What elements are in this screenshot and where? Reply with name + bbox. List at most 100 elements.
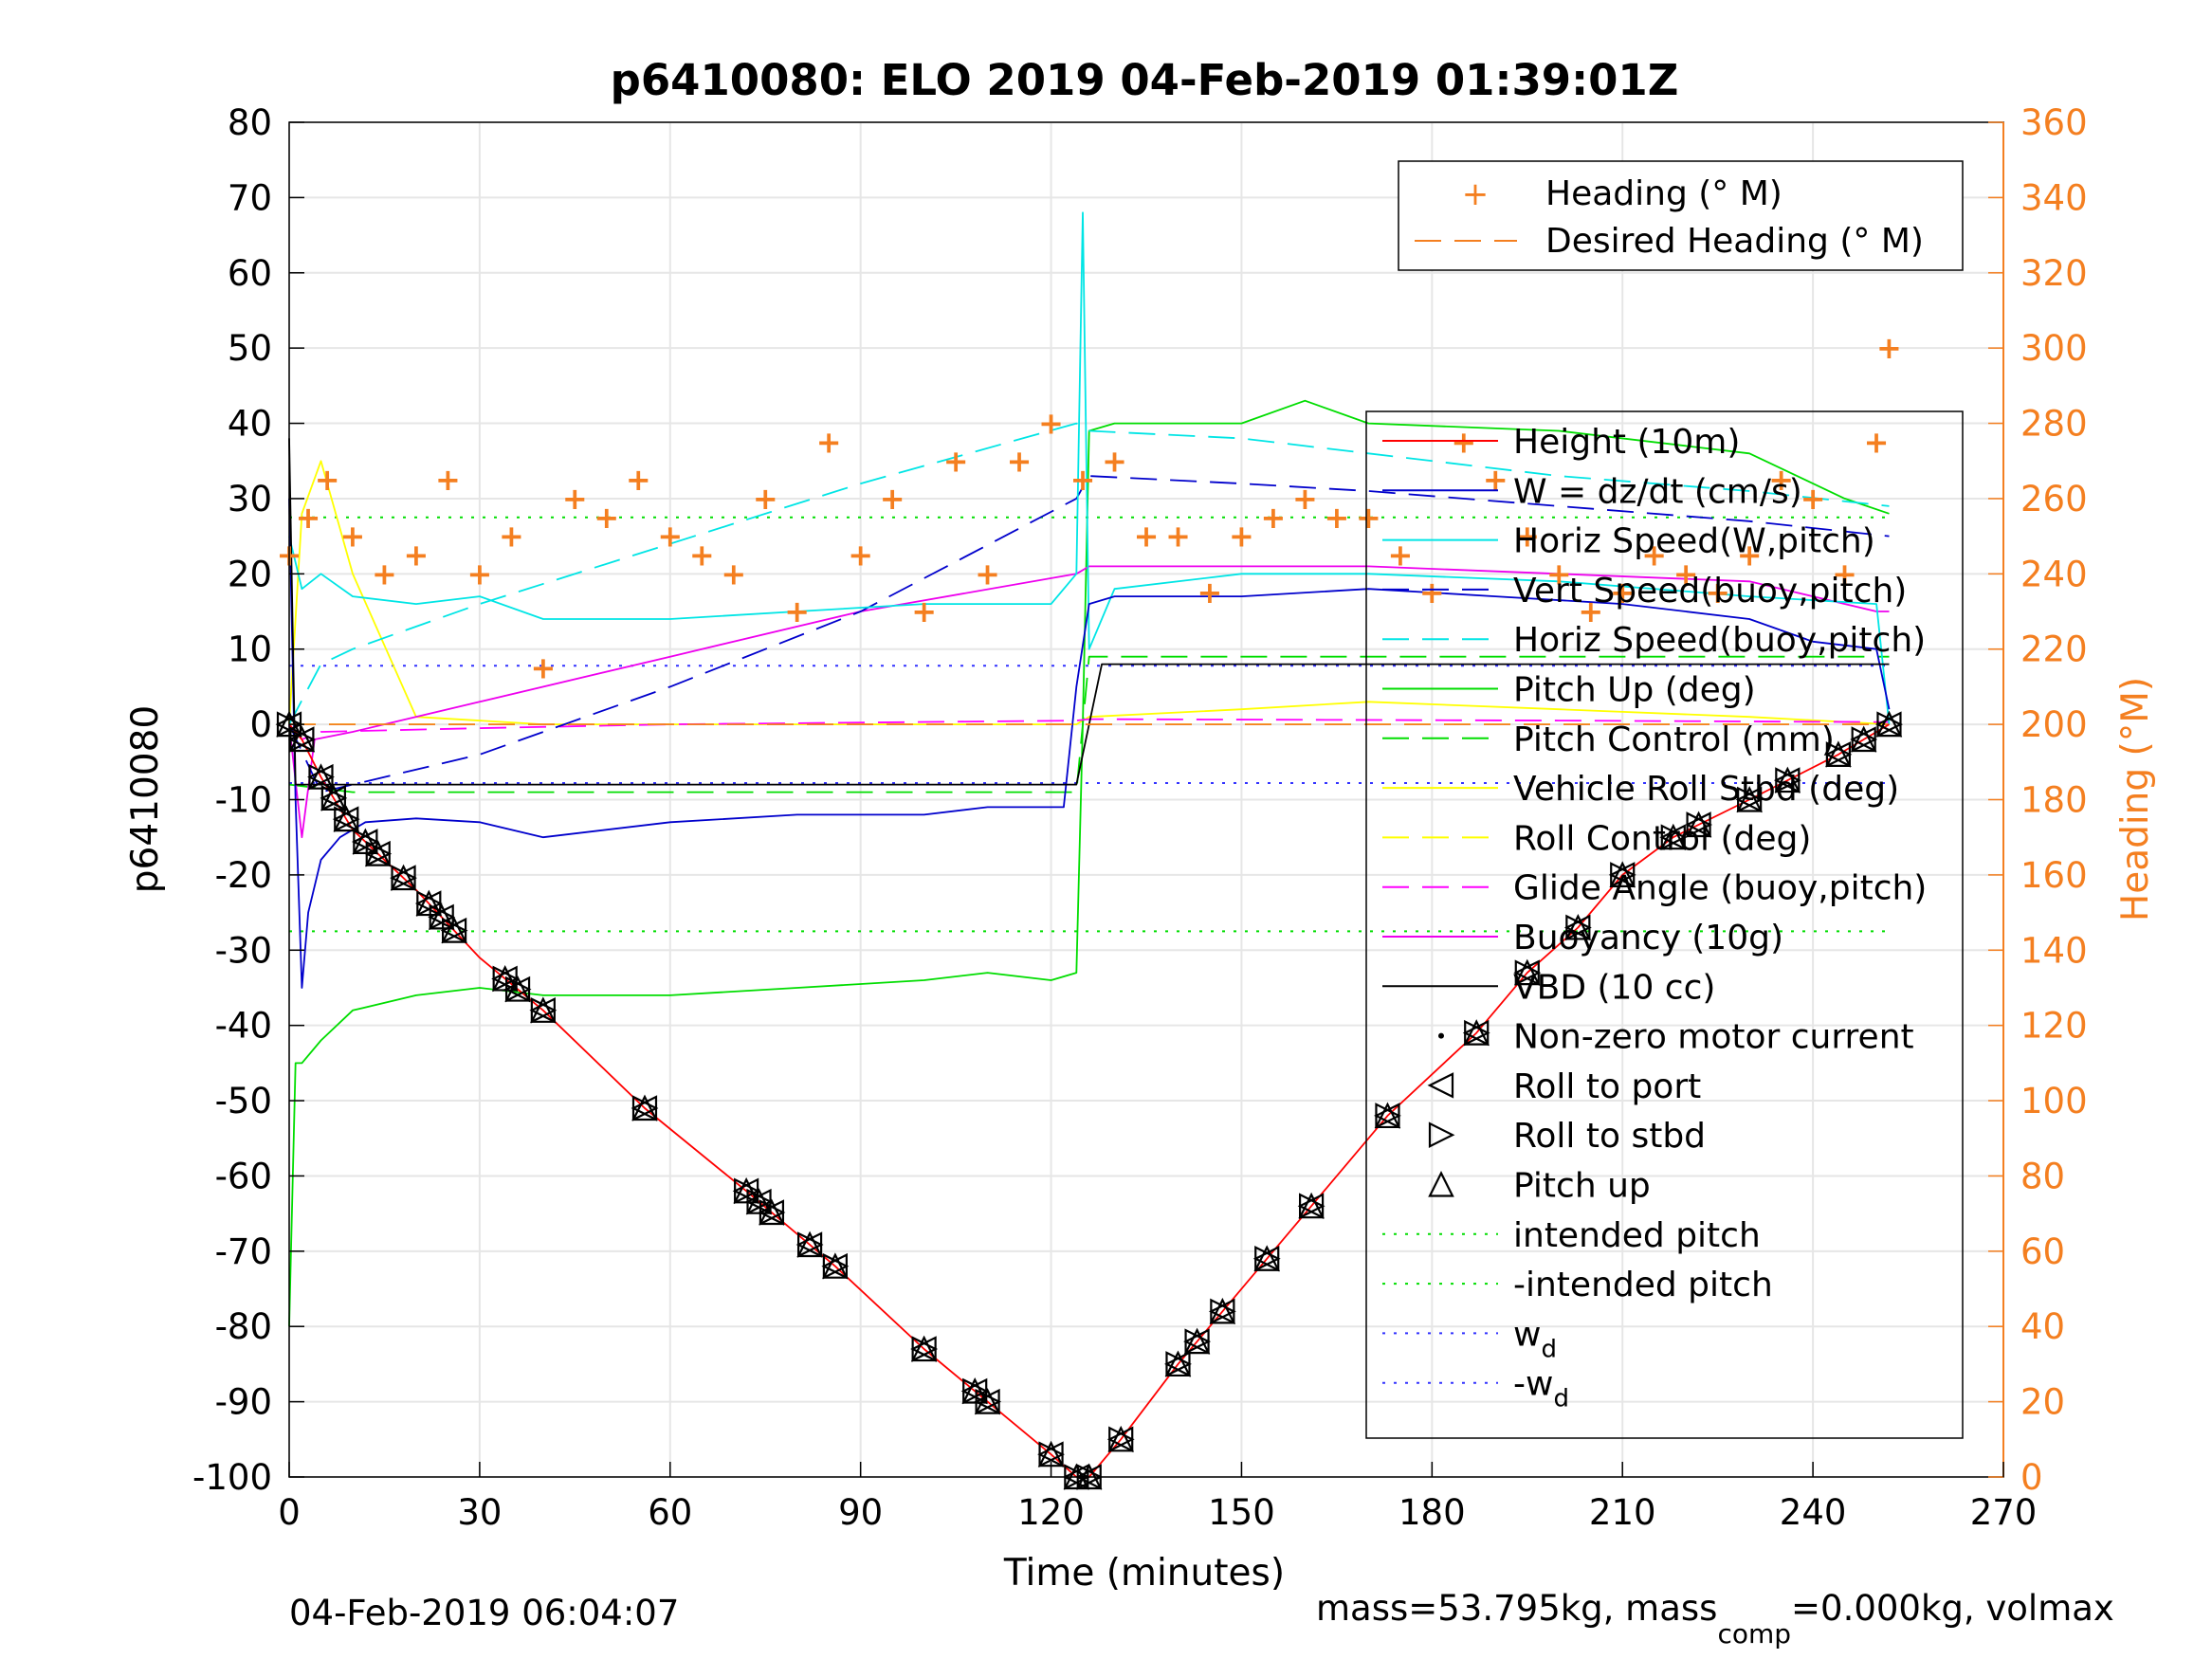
- heading-point: +: [296, 500, 321, 536]
- heading-point: +: [816, 424, 842, 460]
- pitch-up-marker: [1463, 1019, 1490, 1046]
- pitch-up-marker: [491, 964, 519, 992]
- roll-port-marker: [1773, 767, 1801, 793]
- heading-point: +: [1261, 500, 1287, 536]
- pitch-up-marker: [1736, 786, 1763, 812]
- heading-point: +: [1070, 462, 1096, 498]
- roll-port-marker: [1824, 741, 1851, 768]
- heading-point: +: [1876, 330, 1902, 366]
- heading-point: +: [721, 556, 746, 592]
- heading-point: +: [1673, 556, 1699, 592]
- legend-horiz-speed-buoy-pitch-text: Horiz Speed(buoy,pitch): [1513, 621, 1926, 660]
- pitch-up-marker: [733, 1176, 759, 1204]
- pitch-up-marker: [428, 902, 455, 930]
- pitch-up-marker: [333, 805, 360, 832]
- pitch-up-marker: [631, 1094, 658, 1121]
- series-vert-speed-buoy-pitch: [288, 475, 1890, 793]
- pitch-up-marker: [1164, 1350, 1192, 1377]
- y2-tick-label: 280: [2020, 404, 2088, 445]
- pitch-up-marker: [1513, 958, 1541, 986]
- pitch-up-marker: [504, 975, 531, 1002]
- y-tick-label: 20: [228, 554, 272, 594]
- y-tick-label: -40: [215, 1006, 272, 1047]
- roll-port-marker: [414, 890, 442, 917]
- pitch-up-marker: [1107, 1425, 1134, 1452]
- y2-tick-label: 260: [2020, 479, 2088, 520]
- heading-point: +: [1610, 574, 1636, 611]
- y2-tick-label: 60: [2020, 1231, 2065, 1272]
- roll-port-marker: [1037, 1441, 1064, 1468]
- pitch-up-marker: [796, 1231, 823, 1258]
- heading-point: +: [435, 462, 461, 498]
- heading-legend-text: Heading (° M): [1545, 174, 1782, 213]
- pitch-up-marker: [1850, 725, 1877, 753]
- pitch-up-marker: [974, 1388, 1001, 1414]
- pitch-up-marker: [530, 996, 557, 1023]
- roll-port-marker: [351, 829, 378, 855]
- y2-axis-label: Heading (°M): [2114, 677, 2157, 921]
- roll-port-marker: [821, 1252, 848, 1280]
- heading-point: +: [315, 462, 340, 498]
- heading-point: +: [1197, 574, 1223, 611]
- y2-tick-label: 320: [2020, 253, 2088, 294]
- heading-point: +: [689, 537, 715, 573]
- y-tick-label: -90: [215, 1382, 272, 1423]
- legend-w-dz-dt-cm-s-text: W = dz/dt (cm/s): [1513, 472, 1802, 511]
- y2-tick-label: 160: [2020, 855, 2088, 896]
- pitch-up-marker: [745, 1188, 773, 1214]
- footer-mass: mass=53.795kg, masscomp=0.000kg, volmax: [1316, 1588, 2114, 1650]
- heading-point: +: [1229, 519, 1254, 555]
- roll-port-marker: [1106, 1426, 1134, 1453]
- pitch-up-marker: [441, 917, 467, 943]
- y2-tick-label: 40: [2020, 1306, 2065, 1347]
- y-tick-label: 0: [249, 704, 272, 745]
- heading-point: +: [1832, 556, 1857, 592]
- heading-legend-marker: +: [1462, 175, 1490, 213]
- y-tick-label: 80: [228, 102, 272, 143]
- y-tick-label: -20: [215, 855, 272, 896]
- legend-roll-to-port-swatch: [1427, 1072, 1454, 1099]
- roll-port-marker: [1875, 711, 1902, 738]
- legend-pitch-up-deg-text: Pitch Up (deg): [1513, 671, 1756, 710]
- heading-point: +: [1514, 519, 1540, 555]
- x-tick-label: 270: [1970, 1492, 2038, 1533]
- legend-roll-control-deg-text: Roll Control (deg): [1513, 819, 1811, 858]
- legend-pitch-up-text: Pitch up: [1513, 1167, 1651, 1206]
- pitch-up-marker: [307, 763, 335, 790]
- series-horiz-speed-w-pitch: [288, 211, 1891, 725]
- series-pitch-up-deg: [288, 399, 1890, 1327]
- pitch-up-marker: [759, 1198, 785, 1226]
- y2-tick-label: 180: [2020, 780, 2088, 821]
- roll-port-marker: [1297, 1193, 1325, 1219]
- pitch-up-marker: [910, 1335, 938, 1362]
- roll-port-marker: [307, 763, 334, 791]
- pitch-up-marker: [1183, 1327, 1211, 1355]
- roll-port-marker: [503, 975, 531, 1003]
- heading-point: +: [911, 593, 937, 629]
- legend-glide-angle-buoy-pitch-text: Glide Angle (buoy,pitch): [1513, 869, 1927, 908]
- heading-point: +: [1134, 519, 1160, 555]
- pitch-up-marker: [1253, 1245, 1281, 1271]
- roll-port-marker: [1685, 811, 1711, 838]
- x-tick-label: 240: [1780, 1492, 1847, 1533]
- x-tick-label: 150: [1208, 1492, 1275, 1533]
- legend-horiz-speed-w-pitch-text: Horiz Speed(W,pitch): [1513, 522, 1875, 561]
- x-tick-label: 0: [278, 1492, 301, 1533]
- y-tick-label: 60: [228, 253, 272, 294]
- y-tick-label: 70: [228, 177, 272, 218]
- roll-port-marker: [1373, 1103, 1400, 1129]
- y-tick-label: 10: [228, 629, 272, 670]
- y2-tick-label: 340: [2020, 177, 2088, 218]
- x-tick-label: 180: [1398, 1492, 1466, 1533]
- y-tick-label: -70: [215, 1231, 272, 1272]
- y-tick-label: -50: [215, 1081, 272, 1121]
- roll-port-marker: [364, 840, 391, 867]
- pitch-up-marker: [1374, 1102, 1401, 1129]
- roll-port-marker: [428, 903, 454, 931]
- roll-port-marker: [1563, 914, 1591, 941]
- x-tick-label: 30: [457, 1492, 502, 1533]
- legend-roll-to-stbd-swatch: [1428, 1121, 1455, 1148]
- y2-tick-label: 300: [2020, 328, 2088, 369]
- y-tick-label: 40: [228, 404, 272, 445]
